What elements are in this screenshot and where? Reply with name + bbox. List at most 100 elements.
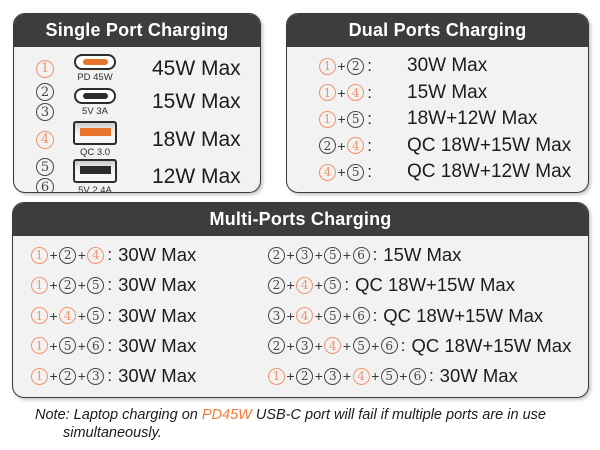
port-2-badge: 2	[319, 137, 336, 154]
plus-separator: +	[337, 164, 346, 180]
colon-separator: :	[367, 109, 372, 128]
colon-separator: :	[107, 275, 113, 295]
port-1-badge: 1	[31, 337, 48, 355]
port-1-badge: 1	[319, 110, 336, 128]
plus-separator: +	[314, 277, 323, 294]
dual-row-4: 2 +4: QC 18W+15W Max	[319, 135, 588, 157]
port-spec-label: PD 45W	[77, 72, 113, 83]
port-combo: 2 +3 +4 +5 +6:	[268, 336, 405, 356]
footnote: Note: Laptop charging on PD45W USB-C por…	[35, 406, 580, 442]
plus-separator: +	[342, 368, 352, 384]
plus-separator: +	[49, 307, 58, 324]
max-wattage: QC 18W+15W Max	[355, 274, 515, 296]
dual-ports-header: Dual Ports Charging	[287, 14, 588, 47]
port-4-badge: 4	[319, 163, 336, 181]
port-5-badge: 5	[36, 158, 54, 176]
port-4-badge: 4	[59, 307, 77, 324]
plus-separator: +	[77, 247, 86, 263]
port-4-badge: 4	[296, 307, 314, 324]
plus-separator: +	[337, 137, 346, 154]
plus-separator: +	[371, 368, 380, 384]
single-port-header: Single Port Charging	[14, 14, 260, 47]
port-6-badge: 6	[380, 337, 398, 355]
multi-left-row-4: 1 +5 +6: 30W Max	[31, 335, 261, 357]
port-4-badge: 4	[352, 367, 370, 385]
multi-left-row-2: 1 +2 +5: 30W Max	[31, 274, 261, 296]
port-combo: 2 +3 +5 +6:	[268, 245, 377, 265]
plus-separator: +	[337, 58, 346, 74]
dual-ports-body: 1 +2: 30W Max 1 +4: 15W Max 1 +5: 18W+12W M…	[287, 47, 588, 191]
colon-separator: :	[367, 82, 372, 102]
multi-right-row-3: 3 +4 +5 +6: QC 18W+15W Max	[268, 305, 586, 327]
port-6-badge: 6	[352, 246, 370, 264]
port-2-badge: 2	[59, 276, 77, 294]
port-5-badge: 5	[352, 337, 370, 355]
max-wattage: 18W Max	[152, 127, 241, 151]
usb-c-pin-icon	[82, 92, 108, 99]
multi-ports-panel: Multi-Ports Charging 1 +2 +4: 30W Max 1 +2 +…	[12, 202, 589, 398]
colon-separator: :	[367, 56, 372, 75]
plus-separator: +	[342, 247, 352, 263]
plus-separator: +	[49, 277, 58, 294]
colon-separator: :	[367, 162, 372, 181]
plus-separator: +	[286, 247, 295, 263]
port-5-badge: 5	[324, 246, 342, 264]
multi-right-column: 2 +3 +5 +6: 15W Max 2 +4 +5: QC 18W+15W Max 3…	[268, 244, 586, 387]
port-spec-label: QC 3.0	[79, 147, 111, 158]
multi-ports-header: Multi-Ports Charging	[13, 203, 588, 236]
port-3-badge: 3	[324, 367, 342, 385]
max-wattage: 30W Max	[118, 274, 197, 296]
single-row-3: 4 QC 3.0 18W Max	[32, 121, 260, 158]
max-wattage: 30W Max	[439, 365, 518, 386]
dual-row-2: 1 +4: 15W Max	[319, 82, 588, 104]
port-combo: 1 +5 +6:	[31, 336, 112, 356]
multi-right-row-4: 2 +3 +4 +5 +6: QC 18W+15W Max	[268, 335, 586, 357]
plus-separator: +	[337, 84, 346, 101]
multi-right-row-2: 2 +4 +5: QC 18W+15W Max	[268, 274, 586, 296]
port-combo: 1 +2 +3:	[31, 366, 112, 386]
port-4-badge: 4	[324, 337, 342, 355]
port-2-badge: 2	[36, 83, 54, 101]
port-numbers: 1	[32, 59, 58, 78]
max-wattage: 30W Max	[118, 334, 197, 356]
colon-separator: :	[372, 245, 378, 264]
port-combo: 2 +4:	[319, 136, 407, 156]
multi-left-column: 1 +2 +4: 30W Max 1 +2 +5: 30W Max 1 +4 +5: 30W…	[31, 244, 261, 387]
plus-separator: +	[77, 307, 86, 324]
max-wattage: 30W Max	[118, 244, 197, 265]
port-6-badge: 6	[352, 307, 370, 324]
port-3-badge: 3	[268, 307, 285, 324]
plus-separator: +	[371, 337, 380, 354]
dual-row-1: 1 +2: 30W Max	[319, 55, 588, 77]
dual-ports-panel: Dual Ports Charging 1 +2: 30W Max 1 +4: 15…	[286, 13, 589, 193]
port-6-badge: 6	[36, 178, 54, 192]
port-5-badge: 5	[324, 307, 342, 324]
port-1-badge: 1	[36, 59, 54, 78]
max-wattage: 30W Max	[118, 365, 197, 386]
port-combo: 1 +2 +5:	[31, 275, 112, 295]
port-4-badge: 4	[347, 137, 365, 154]
port-combo: 1 +5:	[319, 109, 407, 129]
usb-a-pin-icon	[79, 128, 111, 136]
max-wattage: 45W Max	[152, 56, 241, 80]
max-wattage: 15W Max	[152, 90, 241, 113]
dual-ports-title: Dual Ports Charging	[348, 20, 527, 40]
port-1-badge: 1	[319, 84, 336, 101]
colon-separator: :	[372, 305, 378, 325]
port-4-badge: 4	[296, 276, 314, 294]
multi-ports-body: 1 +2 +4: 30W Max 1 +2 +5: 30W Max 1 +4 +5: 30W…	[13, 236, 588, 395]
port-5-badge: 5	[380, 367, 398, 385]
port-spec-label: 5V 2.4A	[78, 184, 112, 193]
max-wattage: 18W+12W Max	[407, 108, 538, 129]
port-spec-label: 5V 3A	[82, 105, 108, 117]
port-5-badge: 5	[347, 110, 365, 128]
multi-left-row-1: 1 +2 +4: 30W Max	[31, 244, 261, 266]
port-2-badge: 2	[268, 246, 285, 264]
plus-separator: +	[77, 277, 86, 294]
colon-separator: :	[344, 275, 350, 295]
port-1-badge: 1	[31, 367, 48, 385]
multi-right-row-1: 2 +3 +5 +6: 15W Max	[268, 244, 586, 266]
